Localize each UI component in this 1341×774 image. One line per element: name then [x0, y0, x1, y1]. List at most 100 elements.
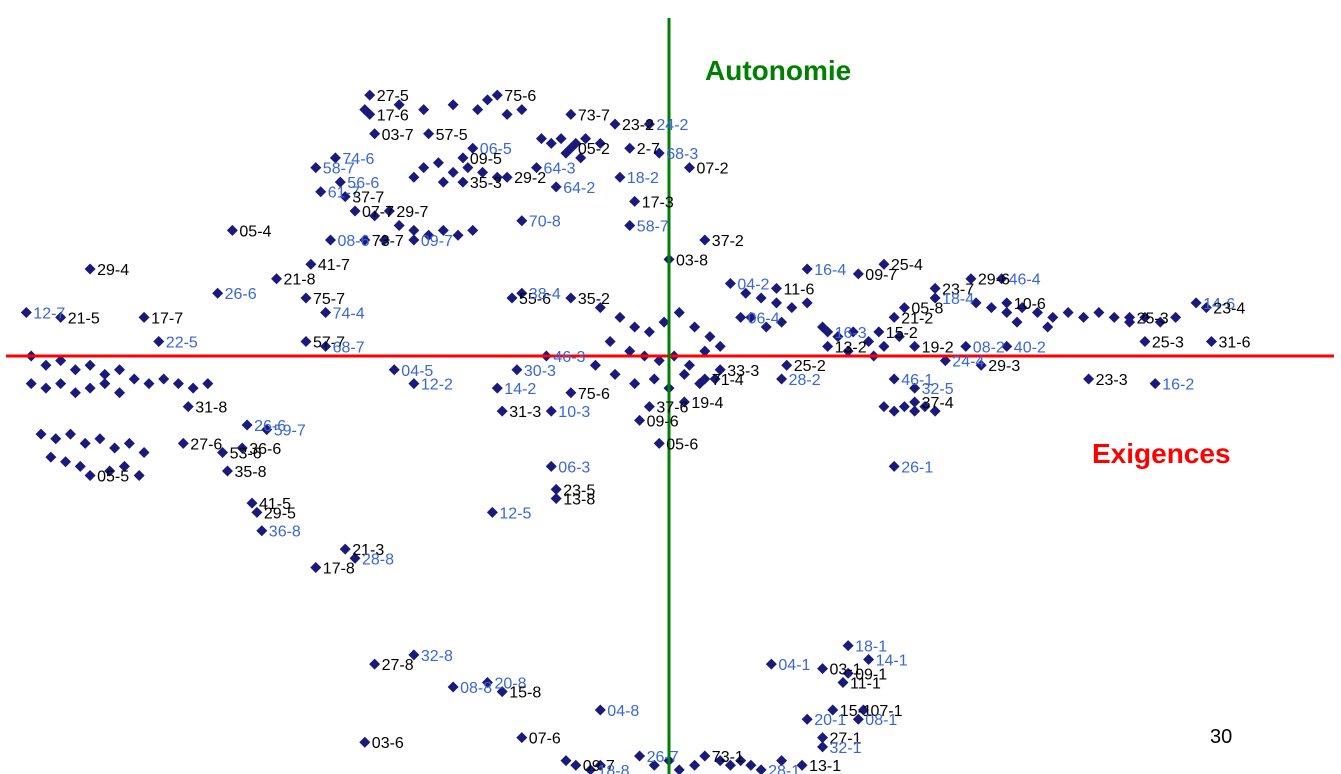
point-marker: [349, 552, 361, 564]
point-marker: [491, 171, 503, 183]
point-label: 57-5: [436, 127, 468, 144]
point-label: 59-7: [274, 423, 306, 440]
point-marker: [64, 428, 76, 440]
point-marker: [770, 297, 782, 309]
point-marker: [796, 759, 808, 771]
point-marker: [256, 525, 268, 537]
point-marker: [594, 704, 606, 716]
point-marker: [634, 750, 646, 762]
point-marker: [565, 387, 577, 399]
point-label: 13-2: [835, 339, 867, 356]
point-marker: [770, 282, 782, 294]
point-label: 21-5: [68, 310, 100, 327]
point-label: 35-8: [235, 464, 267, 481]
point-marker: [847, 326, 859, 338]
point-marker: [383, 205, 395, 217]
point-label: 03-8: [676, 252, 708, 269]
point-marker: [486, 506, 498, 518]
point-marker: [457, 176, 469, 188]
point-marker: [1139, 311, 1151, 323]
point-marker: [378, 234, 390, 246]
point-marker: [40, 382, 52, 394]
point-label: 32-5: [922, 381, 954, 398]
point-label: 10-6: [1014, 296, 1046, 313]
point-marker: [678, 396, 690, 408]
point-label: 55-6: [519, 291, 551, 308]
point-label: 13-1: [809, 758, 841, 774]
point-marker: [217, 447, 229, 459]
point-marker: [241, 419, 253, 431]
point-marker: [724, 759, 736, 771]
point-marker: [437, 224, 449, 236]
point-marker: [985, 302, 997, 314]
point-label: 16-3: [835, 325, 867, 342]
point-label: 36-6: [249, 441, 281, 458]
point-marker: [172, 378, 184, 390]
point-marker: [481, 94, 493, 106]
point-marker: [369, 658, 381, 670]
point-marker: [40, 359, 52, 371]
point-label: 14-1: [876, 653, 908, 670]
point-marker: [447, 166, 459, 178]
point-label: 30-3: [524, 363, 556, 380]
point-marker: [709, 373, 721, 385]
point-label: 15-1: [840, 703, 872, 720]
point-label: 25-3: [1152, 335, 1184, 352]
point-marker: [604, 336, 616, 348]
point-label: 40-2: [1014, 339, 1046, 356]
point-marker: [69, 364, 81, 376]
page-number: 30: [1210, 726, 1233, 748]
point-marker: [594, 137, 606, 149]
point-marker: [878, 401, 890, 413]
point-label: 04-5: [401, 363, 433, 380]
point-label: 27-6: [190, 436, 222, 453]
point-marker: [1047, 311, 1059, 323]
point-marker: [585, 764, 597, 774]
point-marker: [909, 396, 921, 408]
point-marker: [634, 414, 646, 426]
point-marker: [388, 364, 400, 376]
point-label: 73-1: [712, 749, 744, 766]
point-marker: [939, 355, 951, 367]
point-label: 09-7: [583, 758, 615, 774]
point-marker: [447, 681, 459, 693]
point-marker: [1001, 307, 1013, 319]
point-marker: [909, 340, 921, 352]
point-label: 04-1: [778, 657, 810, 674]
markers-layer: [20, 89, 1217, 774]
point-marker: [580, 133, 592, 145]
point-marker: [745, 311, 757, 323]
point-label: 11-1: [850, 676, 881, 693]
point-label: 32-1: [830, 740, 862, 757]
point-label: 20-8: [495, 676, 527, 693]
point-marker: [477, 166, 489, 178]
point-marker: [138, 447, 150, 459]
point-marker: [69, 387, 81, 399]
point-label: 10-3: [558, 404, 590, 421]
point-marker: [182, 401, 194, 413]
point-marker: [418, 162, 430, 174]
point-marker: [781, 359, 793, 371]
point-marker: [765, 658, 777, 670]
point-label: 33-3: [727, 363, 759, 380]
point-marker: [516, 732, 528, 744]
point-marker: [827, 704, 839, 716]
point-label: 12-2: [421, 377, 453, 394]
point-marker: [545, 137, 557, 149]
point-label: 26-7: [647, 749, 679, 766]
point-marker: [658, 316, 670, 328]
point-marker: [648, 759, 660, 771]
point-label: 19-2: [922, 339, 954, 356]
point-label: 32-8: [421, 648, 453, 665]
point-label: 17-6: [377, 107, 409, 124]
point-marker: [324, 234, 336, 246]
point-label: 58-7: [323, 161, 355, 178]
point-marker: [704, 331, 716, 343]
point-label: 70-8: [529, 214, 561, 231]
point-marker: [837, 676, 849, 688]
point-marker: [629, 378, 641, 390]
point-marker: [555, 133, 567, 145]
point-label: 07-7: [362, 204, 394, 221]
point-marker: [511, 364, 523, 376]
